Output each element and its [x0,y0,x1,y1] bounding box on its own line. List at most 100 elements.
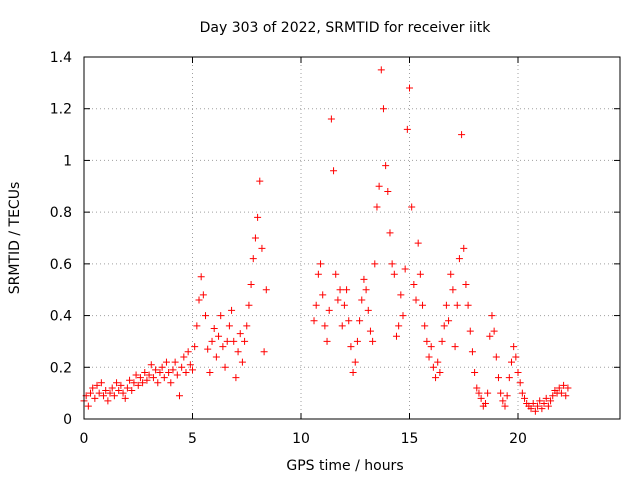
data-point [84,402,92,410]
data-point [128,387,136,395]
data-point [471,368,479,376]
data-point [312,301,320,309]
data-point [154,379,162,387]
data-point [536,397,544,405]
y-tick-label: 1.4 [50,50,72,66]
data-point [512,353,520,361]
data-point [475,389,483,397]
data-point [100,392,108,400]
data-point [564,384,572,392]
data-point [499,397,507,405]
data-point [353,337,361,345]
data-point [110,392,118,400]
data-point [206,368,214,376]
data-point [481,399,489,407]
x-tick-label: 10 [292,431,310,447]
data-point [256,177,264,185]
data-point [141,368,149,376]
data-point [510,343,518,351]
data-point [351,358,359,366]
data-point [414,239,422,247]
y-tick-label: 1.2 [50,102,72,118]
data-point [488,312,496,320]
data-point [236,330,244,338]
data-point [323,337,331,345]
data-point [497,389,505,397]
data-point [225,322,233,330]
data-point [521,394,529,402]
data-point [136,374,144,382]
data-point [462,281,470,289]
data-point [243,322,251,330]
data-point [494,374,502,382]
data-point [392,332,400,340]
data-point [406,84,414,92]
data-point [334,296,342,304]
data-point [212,353,220,361]
data-point [447,270,455,278]
data-point [557,389,565,397]
axis-ticks: 0 5 10 15 20 0 0.2 0.4 0.6 0.8 1 1.2 1.4 [50,50,620,447]
data-point [169,366,177,374]
data-point [501,402,509,410]
data-point [197,273,205,281]
data-point [91,394,99,402]
plot-frame [83,56,621,420]
data-point [121,394,129,402]
data-point [460,244,468,252]
data-point [386,229,394,237]
data-point [117,381,125,389]
data-point [149,374,157,382]
data-point [529,399,537,407]
data-point [432,374,440,382]
data-point [555,384,563,392]
data-point [241,337,249,345]
data-point [534,402,542,410]
data-point [104,397,112,405]
data-point [397,291,405,299]
data-point [108,384,116,392]
data-point [245,301,253,309]
data-point [449,286,457,294]
data-point [340,301,348,309]
data-point [518,389,526,397]
data-point [332,270,340,278]
data-point [438,337,446,345]
data-point [423,337,431,345]
data-point [390,270,398,278]
data-point [455,255,463,263]
data-point [362,286,370,294]
data-point [516,379,524,387]
data-point [143,376,151,384]
data-point [119,389,127,397]
data-point [505,374,513,382]
data-point [147,361,155,369]
data-point [199,291,207,299]
data-point [145,371,153,379]
data-point [527,405,535,413]
data-point [158,363,166,371]
data-point [102,387,110,395]
data-point [484,389,492,397]
data-point [93,381,101,389]
data-point [514,368,522,376]
data-point [445,317,453,325]
data-point [175,392,183,400]
data-point [371,260,379,268]
data-point [310,317,318,325]
data-point [115,387,123,395]
data-point [330,167,338,175]
data-point [189,366,197,374]
data-point [184,348,192,356]
x-tick-label: 0 [80,431,89,447]
data-point [464,301,472,309]
data-point [436,368,444,376]
data-point [106,389,114,397]
data-point [232,374,240,382]
data-point [193,322,201,330]
data-point [507,358,515,366]
data-point [249,255,257,263]
data-point [395,322,403,330]
y-tick-label: 0.4 [50,309,72,325]
data-point [223,337,231,345]
